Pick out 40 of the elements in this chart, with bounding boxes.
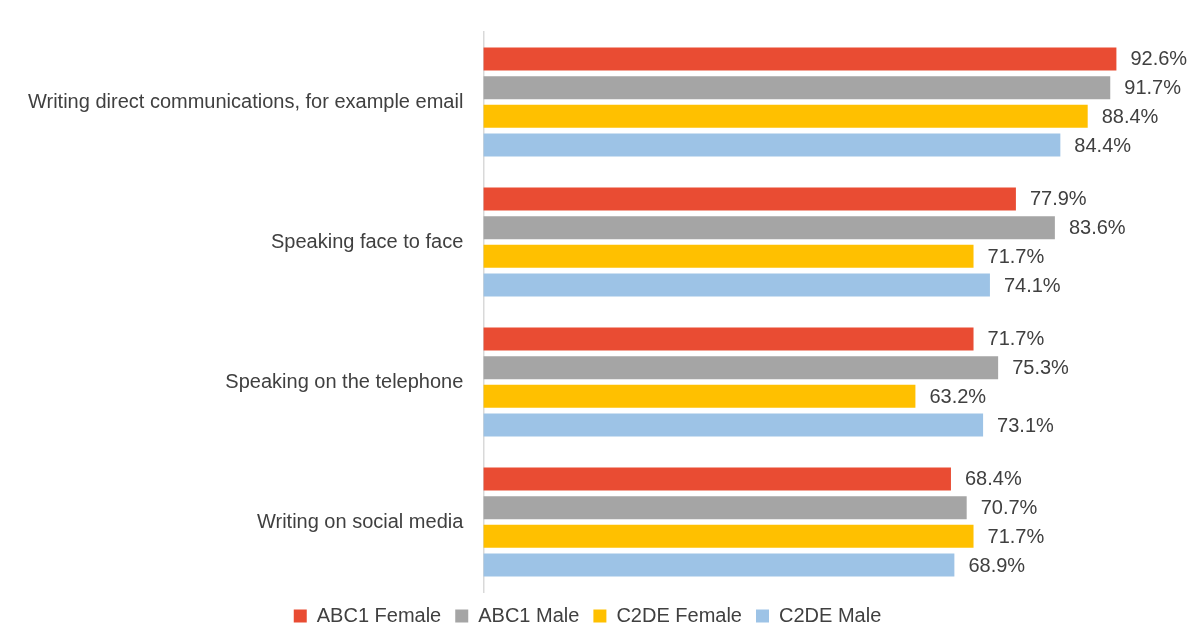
bar xyxy=(483,76,1111,100)
bar xyxy=(483,104,1088,128)
data-label: 71.7% xyxy=(987,244,1045,267)
y-tick-label: Speaking face to face xyxy=(270,229,464,252)
legend-label: C2DE Male xyxy=(778,603,882,626)
bar xyxy=(483,356,999,380)
data-label: 88.4% xyxy=(1101,104,1159,127)
data-label: 63.2% xyxy=(929,384,987,407)
data-label: 74.1% xyxy=(1003,273,1061,296)
data-label: 92.6% xyxy=(1130,47,1187,70)
bar xyxy=(483,244,974,268)
y-tick-label: Speaking on the telephone xyxy=(225,369,464,392)
data-label: 71.7% xyxy=(987,327,1045,350)
bar xyxy=(483,467,951,491)
legend-label: ABC1 Female xyxy=(316,603,442,626)
data-label: 83.6% xyxy=(1068,216,1126,239)
bar xyxy=(483,327,974,351)
bar xyxy=(483,187,1016,211)
y-tick-label: Writing direct communications, for example email xyxy=(28,89,464,112)
legend-label: C2DE Female xyxy=(616,603,743,626)
bar xyxy=(483,133,1061,157)
bar xyxy=(483,216,1055,240)
data-label: 77.9% xyxy=(1029,187,1087,210)
bar xyxy=(483,496,967,520)
bar xyxy=(483,47,1117,71)
data-label: 75.3% xyxy=(1012,356,1070,379)
data-label: 71.7% xyxy=(987,524,1045,547)
data-label: 68.9% xyxy=(968,553,1026,576)
bar xyxy=(483,273,990,297)
data-label: 68.4% xyxy=(964,467,1022,490)
y-tick-label: Writing on social media xyxy=(256,509,465,532)
bar xyxy=(483,384,916,408)
bar xyxy=(483,524,974,548)
data-label: 73.1% xyxy=(997,413,1055,436)
data-label: 70.7% xyxy=(980,496,1038,519)
bar xyxy=(483,553,955,577)
bar xyxy=(483,413,984,437)
data-label: 91.7% xyxy=(1124,76,1182,99)
data-label: 84.4% xyxy=(1074,133,1132,156)
legend-label: ABC1 Male xyxy=(478,603,580,626)
